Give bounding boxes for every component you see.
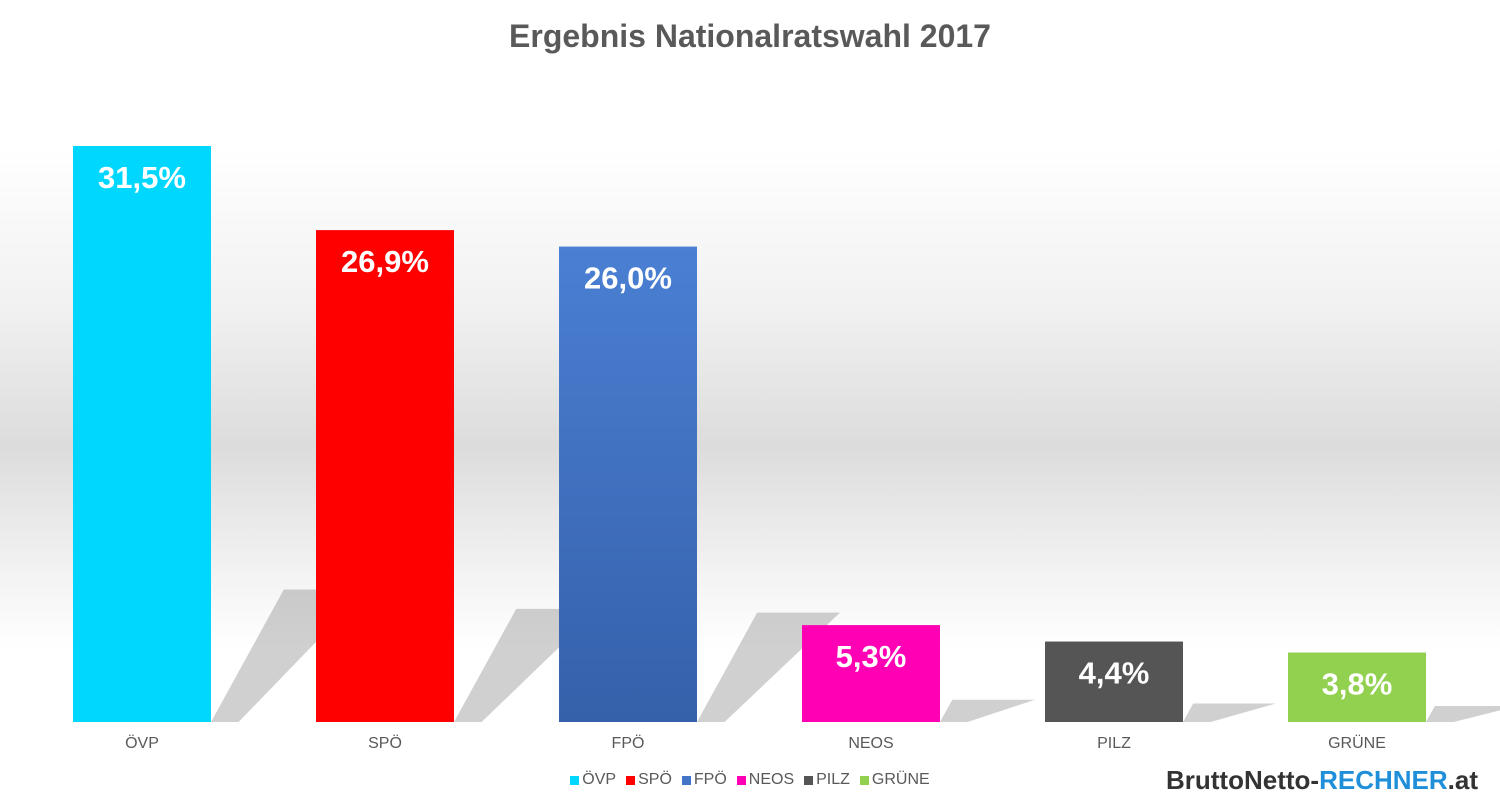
legend-label-oevp: ÖVP: [582, 771, 617, 788]
tick-label-pilz: PILZ: [1097, 735, 1131, 752]
legend-swatch-fpoe: [681, 775, 691, 785]
tick-label-oevp: ÖVP: [125, 734, 159, 752]
brand-part-3: .at: [1447, 765, 1478, 795]
bar-shadow-neos: [940, 699, 1036, 722]
legend-swatch-gruene: [859, 775, 869, 785]
x-axis-tick-labels: ÖVP SPÖ FPÖ NEOS PILZ GRÜNE: [125, 734, 1386, 752]
legend-swatch-pilz: [804, 775, 814, 785]
bar-pilz: [1045, 641, 1183, 722]
legend-item-oevp: ÖVP: [570, 771, 616, 789]
value-label-gruene: 3,8%: [1322, 667, 1393, 702]
legend-label-pilz: PILZ: [816, 771, 850, 788]
legend-label-gruene: GRÜNE: [871, 771, 930, 788]
bar-spoe: [316, 230, 454, 722]
brand-part-1: BruttoNetto-: [1166, 765, 1320, 795]
brand-logo: BruttoNetto-RECHNER.at: [1166, 765, 1478, 796]
legend-swatch-neos: [736, 775, 746, 785]
bar-fpoe: [559, 246, 697, 723]
value-label-oevp: 31,5%: [98, 160, 186, 195]
value-label-spoe: 26,9%: [341, 244, 429, 279]
legend-item-gruene: GRÜNE: [859, 771, 930, 789]
tick-label-gruene: GRÜNE: [1328, 734, 1386, 752]
tick-label-spoe: SPÖ: [368, 734, 402, 752]
legend-label-spoe: SPÖ: [638, 771, 672, 788]
legend-item-spoe: SPÖ: [626, 771, 672, 789]
chart-title: Ergebnis Nationalratswahl 2017: [509, 18, 991, 54]
value-label-neos: 5,3%: [836, 639, 907, 674]
bars: [73, 146, 1426, 723]
legend-label-fpoe: FPÖ: [693, 771, 727, 788]
legend-item-neos: NEOS: [736, 771, 795, 789]
value-label-fpoe: 26,0%: [584, 261, 672, 296]
legend-item-pilz: PILZ: [804, 771, 850, 789]
legend-swatch-oevp: [570, 775, 580, 785]
tick-label-neos: NEOS: [848, 735, 893, 752]
bar-shadow-gruene: [1426, 706, 1500, 722]
tick-label-fpoe: FPÖ: [612, 734, 645, 752]
bar-shadow-pilz: [1183, 703, 1276, 722]
legend-item-fpoe: FPÖ: [681, 771, 727, 789]
brand-part-2: RECHNER: [1319, 765, 1448, 795]
legend-label-neos: NEOS: [748, 771, 795, 788]
bar-oevp: [73, 146, 211, 722]
legend-swatch-spoe: [626, 775, 636, 785]
bar-neos: [802, 625, 940, 722]
value-label-pilz: 4,4%: [1079, 656, 1150, 691]
value-labels: 31,5% 26,9% 26,0% 5,3% 4,4% 3,8%: [98, 160, 1392, 702]
legend: ÖVP SPÖ FPÖ NEOS PILZ GRÜNE: [0, 771, 1500, 789]
bar-gruene: [1288, 652, 1426, 722]
